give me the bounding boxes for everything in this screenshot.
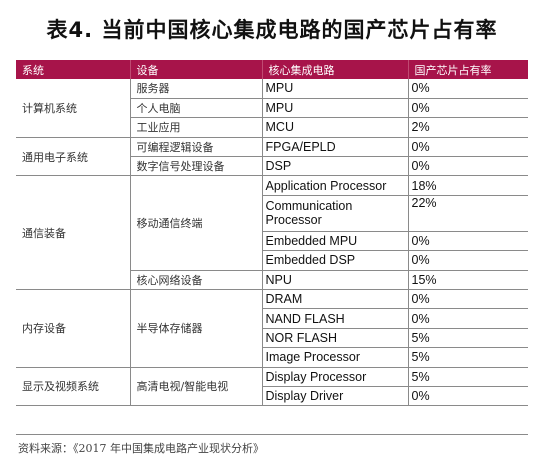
device-cell: 移动通信终端 [129,175,263,271]
table-row: 内存设备 半导体存储器 DRAM 0% [16,289,528,368]
system-cell: 内存设备 [16,289,131,368]
share-cell: 0% [407,385,528,407]
ic-cell: DRAM [261,289,409,310]
ic-cell: NOR FLASH [262,327,409,349]
share-cell: 15% [407,269,528,291]
header-share: 国产芯片占有率 [407,60,528,79]
ic-cell: Embedded DSP [262,250,409,271]
table-title: 表4. 当前中国核心集成电路的国产芯片占有率 [46,18,498,42]
device-cell: 半导体存储器 [129,289,263,368]
device-cell: 数字信号处理设备 [130,156,263,177]
ic-cell: Display Driver [262,385,409,407]
share-cell: 5% [407,327,528,349]
ic-cell: Application Processor [261,175,409,196]
device-cell: 可编程逻辑设备 [129,136,263,158]
share-cell: 0% [407,230,528,252]
source-note: 资料来源：《2017 年中国集成电路产业现状分析》 [18,442,264,455]
system-cell: 通用电子系统 [16,136,131,177]
table-row: 显示及视频系统 高清电视/智能电视 Display Processor 5% [16,366,528,407]
share-cell: 0% [407,156,528,177]
share-cell: 0% [407,136,528,158]
header-core-ic: 核心集成电路 [261,60,408,79]
device-cell: 服务器 [129,79,263,99]
table-row: Embedded DSP 0% [16,250,528,271]
ic-cell: Embedded MPU [262,230,409,252]
share-cell: 22% [407,194,528,232]
ic-cell: Communication Processor [262,194,409,232]
device-cell: 个人电脑 [130,97,263,119]
device-cell: 高清电视/智能电视 [129,366,263,407]
share-cell: 0% [407,250,528,271]
table-row: NAND FLASH 0% [16,308,528,329]
table-row: Embedded MPU 0% [16,230,528,252]
share-cell: 5% [407,366,528,387]
table-row: 计算机系统 服务器 MPU 0% [16,79,528,138]
ic-cell: MPU [261,97,409,119]
table-row: 数字信号处理设备 DSP 0% [16,156,528,177]
ic-cell: Display Processor [261,366,409,387]
chip-share-table: 系统 设备 核心集成电路 国产芯片占有率 计算机系统 服务器 MPU 0% 个人… [16,60,528,407]
table-row: 核心网络设备 NPU 15% [16,269,528,291]
share-cell: 0% [407,79,528,99]
ic-cell: DSP [261,156,409,177]
share-cell: 0% [407,97,528,119]
ic-cell: FPGA/EPLD [261,136,409,158]
table-row: Display Driver 0% [16,385,528,407]
ic-cell: NAND FLASH [262,308,409,329]
share-cell: 0% [407,289,528,310]
system-cell: 通信装备 [16,175,131,291]
table-row: NOR FLASH 5% [16,327,528,349]
device-cell: 工业应用 [130,117,263,138]
system-cell: 计算机系统 [16,79,131,138]
header-device: 设备 [129,60,262,79]
table-row: Image Processor 5% [16,347,528,368]
ic-cell: Image Processor [262,347,409,368]
share-cell: 0% [407,308,528,329]
ic-cell: MCU [261,117,409,138]
share-cell: 5% [407,347,528,368]
bottom-rule [16,434,528,435]
share-cell: 18% [407,175,528,196]
header-row: 系统 设备 核心集成电路 国产芯片占有率 [16,60,528,79]
ic-cell: MPU [261,79,409,99]
ic-cell: NPU [261,269,409,291]
device-cell: 核心网络设备 [130,269,263,291]
table-row: 工业应用 MCU 2% [16,117,528,138]
header-system: 系统 [16,60,130,79]
table-row: 通用电子系统 可编程逻辑设备 FPGA/EPLD 0% [16,136,528,177]
table-row: 通信装备 移动通信终端 Application Processor 18% [16,175,528,291]
share-cell: 2% [407,117,528,138]
system-cell: 显示及视频系统 [16,366,131,407]
